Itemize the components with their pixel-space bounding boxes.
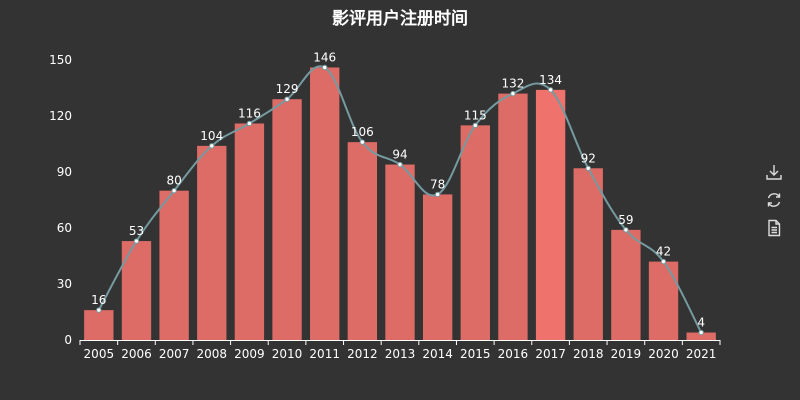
data-label: 104: [200, 129, 223, 143]
x-tick-label: 2011: [309, 347, 340, 361]
data-label: 132: [501, 77, 524, 91]
line-point: [510, 90, 516, 97]
x-tick-label: 2009: [234, 347, 265, 361]
line-point: [209, 143, 215, 149]
x-tick-label: 2005: [84, 347, 115, 361]
line-point: [585, 165, 591, 171]
bar[interactable]: [347, 142, 378, 340]
bar[interactable]: [498, 93, 528, 340]
data-label: 146: [313, 50, 336, 64]
x-tick-label: 2016: [498, 347, 529, 361]
data-label: 4: [697, 316, 705, 330]
chart-title: 影评用户注册时间: [332, 9, 468, 29]
x-tick-label: 2021: [686, 347, 717, 361]
line-point: [246, 120, 253, 127]
x-tick-label: 2020: [648, 347, 679, 361]
line-point: [397, 161, 403, 168]
bar[interactable]: [535, 89, 566, 340]
line-point: [133, 238, 140, 244]
line-point: [434, 191, 441, 198]
line-point: [698, 329, 704, 336]
bar[interactable]: [84, 310, 114, 340]
bar[interactable]: [159, 190, 189, 340]
data-label: 134: [539, 73, 562, 87]
bar[interactable]: [197, 145, 227, 340]
x-tick-label: 2013: [385, 347, 416, 361]
line-point: [623, 227, 629, 233]
x-tick-label: 2015: [460, 347, 491, 361]
x-tick-label: 2010: [272, 347, 303, 361]
data-label: 116: [238, 106, 261, 120]
data-label: 92: [581, 151, 596, 165]
data-label: 94: [392, 148, 407, 162]
line-point: [472, 122, 478, 129]
x-tick-label: 2007: [159, 347, 190, 361]
x-tick-label: 2019: [611, 347, 642, 361]
y-tick-label: 30: [57, 277, 72, 291]
bar[interactable]: [422, 194, 453, 340]
line-point: [284, 96, 290, 102]
bar[interactable]: [611, 229, 641, 340]
bar[interactable]: [648, 261, 679, 340]
line-point: [171, 187, 177, 194]
line-point: [322, 64, 328, 71]
bar[interactable]: [234, 123, 265, 340]
line-point: [660, 258, 667, 265]
data-label: 78: [430, 177, 445, 191]
line-point: [359, 139, 366, 145]
data-label: 115: [464, 108, 487, 122]
y-tick-label: 90: [57, 165, 72, 179]
x-tick-label: 2012: [347, 347, 378, 361]
x-tick-label: 2006: [121, 347, 152, 361]
x-tick-label: 2014: [422, 347, 453, 361]
data-label: 80: [166, 174, 181, 188]
line-point: [547, 87, 554, 93]
x-tick-label: 2008: [196, 347, 227, 361]
y-tick-label: 0: [64, 333, 72, 347]
bar[interactable]: [686, 332, 716, 340]
data-label: 129: [276, 82, 299, 96]
bar[interactable]: [460, 125, 490, 340]
bar[interactable]: [310, 67, 340, 340]
x-tick-label: 2018: [573, 347, 604, 361]
data-label: 59: [618, 213, 633, 227]
refresh-icon[interactable]: [764, 190, 784, 210]
smooth-line: [97, 65, 703, 334]
y-tick-label: 60: [57, 221, 72, 235]
line-point: [96, 307, 102, 313]
data-label: 42: [656, 245, 671, 259]
y-tick-label: 150: [49, 53, 72, 67]
data-label: 16: [91, 293, 106, 307]
bar[interactable]: [385, 164, 415, 340]
bar[interactable]: [272, 99, 302, 340]
bar[interactable]: [121, 241, 152, 340]
chart-toolbox: [764, 162, 784, 246]
data-label: 106: [351, 125, 374, 139]
x-tick-label: 2017: [535, 347, 566, 361]
data-view-icon[interactable]: [764, 218, 784, 238]
bar[interactable]: [573, 168, 603, 340]
data-label: 53: [129, 224, 144, 238]
y-tick-label: 120: [49, 109, 72, 123]
download-icon[interactable]: [764, 162, 784, 182]
